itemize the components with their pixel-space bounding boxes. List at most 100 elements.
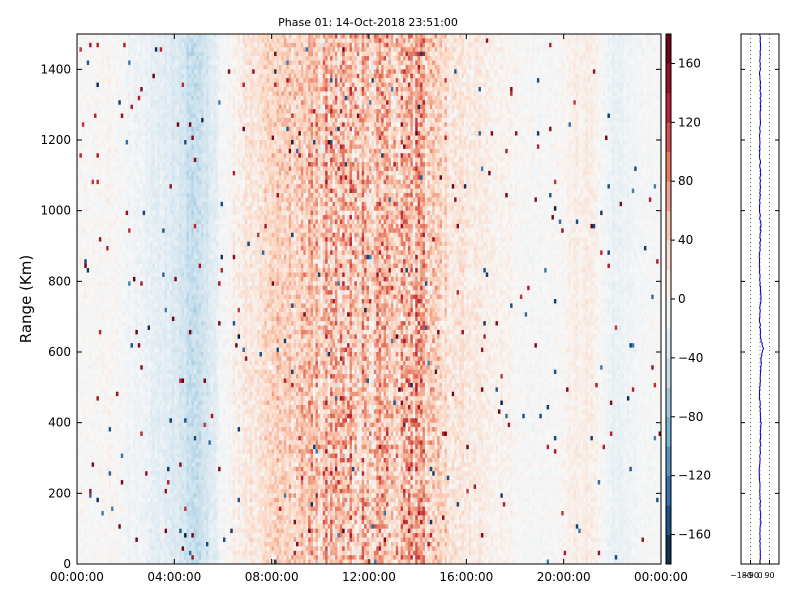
heatmap-cell <box>104 83 107 88</box>
heatmap-cell <box>84 69 87 74</box>
heatmap-cell <box>79 445 82 450</box>
heatmap-cell <box>84 511 87 516</box>
heatmap-cell <box>87 202 90 207</box>
heatmap-cell <box>84 193 87 198</box>
heatmap-cell <box>79 233 82 238</box>
heatmap-cell <box>79 259 82 264</box>
heatmap-cell <box>92 69 95 74</box>
heatmap-cell <box>79 83 82 88</box>
heatmap-cell <box>104 100 107 105</box>
heatmap-cell <box>101 498 104 503</box>
heatmap-cell <box>89 255 92 260</box>
heatmap-cell <box>82 91 85 96</box>
heatmap-cell <box>84 224 87 229</box>
heatmap-cell <box>87 34 90 39</box>
heatmap-cell <box>92 233 95 238</box>
heatmap-cell <box>99 396 102 401</box>
heatmap-cell <box>89 361 92 366</box>
heatmap-cell <box>84 162 87 167</box>
heatmap-cell <box>94 414 97 419</box>
heatmap-cell <box>87 445 90 450</box>
heatmap-cell <box>94 542 97 547</box>
heatmap-cell <box>96 140 99 145</box>
heatmap-cell <box>101 361 104 366</box>
heatmap-cell <box>96 520 99 525</box>
heatmap-cell <box>92 140 95 145</box>
heatmap-cell <box>94 105 97 110</box>
heatmap-cell <box>104 127 107 132</box>
heatmap-cell <box>99 317 102 322</box>
heatmap-cell <box>101 480 104 485</box>
heatmap-cell <box>101 83 104 88</box>
heatmap-cell <box>99 401 102 406</box>
heatmap-cell <box>82 370 85 375</box>
heatmap-cell <box>87 290 90 295</box>
heatmap-cell <box>82 405 85 410</box>
heatmap-cell <box>87 330 90 335</box>
heatmap-cell <box>89 118 92 123</box>
heatmap-cell <box>101 47 104 52</box>
heatmap-cell <box>82 118 85 123</box>
heatmap-cell <box>84 348 87 353</box>
heatmap-cell <box>104 264 107 269</box>
heatmap-cell <box>101 153 104 158</box>
heatmap-cell <box>82 476 85 481</box>
heatmap-cell <box>79 122 82 127</box>
heatmap-cell <box>92 418 95 423</box>
heatmap-cell <box>94 167 97 172</box>
heatmap-cell <box>79 220 82 225</box>
heatmap-cell <box>101 405 104 410</box>
heatmap-cell <box>96 480 99 485</box>
heatmap-cell <box>79 38 82 43</box>
heatmap-cell <box>84 303 87 308</box>
heatmap-cell <box>96 295 99 300</box>
heatmap-cell <box>82 96 85 101</box>
heatmap-cell <box>104 118 107 123</box>
heatmap-cell <box>89 507 92 512</box>
heatmap-cell <box>89 250 92 255</box>
heatmap-cell <box>89 551 92 556</box>
heatmap-cell <box>82 136 85 141</box>
heatmap-cell <box>96 326 99 331</box>
heatmap-cell <box>89 449 92 454</box>
heatmap-cell <box>89 405 92 410</box>
heatmap-cell <box>94 38 97 43</box>
heatmap-cell <box>87 286 90 291</box>
heatmap-cell <box>87 476 90 481</box>
heatmap-cell <box>87 61 90 66</box>
heatmap-cell <box>94 361 97 366</box>
heatmap-cell <box>89 476 92 481</box>
heatmap-cell <box>79 321 82 326</box>
heatmap-cell <box>104 193 107 198</box>
heatmap-cell <box>94 498 97 503</box>
heatmap-cell <box>82 65 85 70</box>
heatmap-cell <box>92 515 95 520</box>
heatmap-cell <box>96 515 99 520</box>
heatmap-cell <box>79 326 82 331</box>
heatmap-cell <box>79 352 82 357</box>
heatmap-cell <box>82 140 85 145</box>
heatmap-cell <box>87 281 90 286</box>
heatmap-cell <box>99 91 102 96</box>
heatmap-cell <box>92 281 95 286</box>
heatmap-cell <box>79 47 82 52</box>
heatmap-cell <box>96 365 99 370</box>
heatmap-cell <box>79 87 82 92</box>
heatmap-cell <box>84 427 87 432</box>
heatmap-cell <box>87 273 90 278</box>
heatmap-cell <box>96 414 99 419</box>
heatmap-cell <box>87 551 90 556</box>
heatmap-cell <box>94 114 97 119</box>
heatmap-cell <box>104 268 107 273</box>
heatmap-cell <box>89 392 92 397</box>
heatmap-cell <box>89 167 92 172</box>
heatmap-cell <box>94 56 97 61</box>
heatmap-cell <box>101 109 104 114</box>
heatmap-cell <box>94 237 97 242</box>
heatmap-cell <box>94 551 97 556</box>
heatmap-cell <box>92 462 95 467</box>
heatmap-cell <box>89 91 92 96</box>
heatmap-cell <box>99 498 102 503</box>
heatmap-cell <box>101 268 104 273</box>
heatmap-cell <box>99 228 102 233</box>
